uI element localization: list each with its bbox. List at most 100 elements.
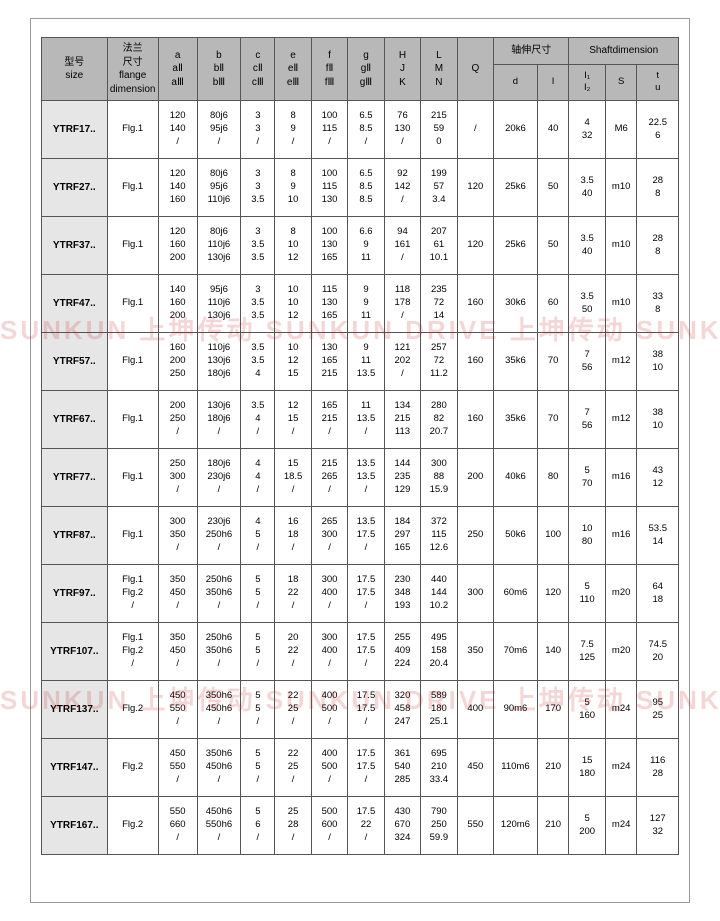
th-a: aaⅡaⅢ — [158, 38, 197, 101]
cell-H: 320458247 — [384, 681, 420, 739]
cell-I: 50 — [537, 159, 569, 217]
cell-L: 69521033.4 — [421, 739, 457, 797]
cell-L: 37211512.6 — [421, 507, 457, 565]
th-I12: I₁I₂ — [569, 64, 605, 100]
cell-e: 101215 — [275, 333, 311, 391]
cell-b: 250h6350h6/ — [197, 565, 241, 623]
cell-L: 79025059.9 — [421, 797, 457, 855]
cell-b: 80j695j6110j6 — [197, 159, 241, 217]
cell-e: 89/ — [275, 101, 311, 159]
cell-Q: 300 — [457, 565, 493, 623]
cell-g: 9911 — [348, 275, 384, 333]
cell-S: m24 — [605, 797, 637, 855]
cell-b: 80j6110j6130j6 — [197, 217, 241, 275]
th-f: ffⅡfⅢ — [311, 38, 347, 101]
table-row: YTRF77..Flg.1250300/180j6230j6/44/1518.5… — [42, 449, 679, 507]
cell-flange: Flg.1 — [107, 333, 158, 391]
cell-S: m20 — [605, 565, 637, 623]
cell-tu: 12732 — [637, 797, 679, 855]
cell-tu: 3810 — [637, 333, 679, 391]
cell-I12: 7.5125 — [569, 623, 605, 681]
table-row: YTRF107..Flg.1Flg.2/350450/250h6350h6/55… — [42, 623, 679, 681]
cell-g: 17.517.5/ — [348, 623, 384, 681]
cell-e: 1518.5/ — [275, 449, 311, 507]
row-size-label: YTRF97.. — [42, 565, 108, 623]
cell-f: 400500/ — [311, 681, 347, 739]
th-shaft-ext: 轴伸尺寸 — [494, 38, 569, 65]
cell-e: 1618/ — [275, 507, 311, 565]
cell-a: 120160200 — [158, 217, 197, 275]
table-row: YTRF17..Flg.1120140/80j695j6/33/89/10011… — [42, 101, 679, 159]
table-row: YTRF27..Flg.112014016080j695j6110j6333.5… — [42, 159, 679, 217]
table-row: YTRF37..Flg.112016020080j6110j6130j633.5… — [42, 217, 679, 275]
table-row: YTRF57..Flg.1160200250110j6130j6180j63.5… — [42, 333, 679, 391]
cell-c: 3.54/ — [241, 391, 275, 449]
cell-H: 430670324 — [384, 797, 420, 855]
cell-b: 130j6180j6/ — [197, 391, 241, 449]
cell-tu: 22.56 — [637, 101, 679, 159]
cell-e: 2225/ — [275, 739, 311, 797]
cell-H: 230348193 — [384, 565, 420, 623]
cell-g: 17.517.5/ — [348, 681, 384, 739]
cell-L: 215590 — [421, 101, 457, 159]
cell-I: 60 — [537, 275, 569, 333]
cell-a: 160200250 — [158, 333, 197, 391]
cell-S: m12 — [605, 333, 637, 391]
cell-d: 25k6 — [494, 159, 538, 217]
cell-flange: Flg.1 — [107, 217, 158, 275]
cell-flange: Flg.1 — [107, 159, 158, 217]
cell-S: m10 — [605, 217, 637, 275]
cell-e: 81012 — [275, 217, 311, 275]
row-size-label: YTRF147.. — [42, 739, 108, 797]
cell-a: 250300/ — [158, 449, 197, 507]
cell-L: 3008815.9 — [421, 449, 457, 507]
cell-I12: 756 — [569, 333, 605, 391]
th-shaft-dim: Shaftdimension — [569, 38, 679, 65]
cell-I: 120 — [537, 565, 569, 623]
cell-H: 121202/ — [384, 333, 420, 391]
cell-a: 120140160 — [158, 159, 197, 217]
cell-f: 500600/ — [311, 797, 347, 855]
cell-f: 265300/ — [311, 507, 347, 565]
cell-I12: 1080 — [569, 507, 605, 565]
cell-f: 100115/ — [311, 101, 347, 159]
cell-a: 350450/ — [158, 623, 197, 681]
cell-I: 70 — [537, 333, 569, 391]
cell-S: m12 — [605, 391, 637, 449]
cell-d: 70m6 — [494, 623, 538, 681]
cell-c: 33.53.5 — [241, 275, 275, 333]
cell-tu: 74.520 — [637, 623, 679, 681]
cell-d: 120m6 — [494, 797, 538, 855]
cell-e: 1215/ — [275, 391, 311, 449]
cell-c: 44/ — [241, 449, 275, 507]
cell-H: 184297165 — [384, 507, 420, 565]
cell-I: 210 — [537, 739, 569, 797]
cell-c: 55/ — [241, 623, 275, 681]
cell-flange: Flg.1 — [107, 275, 158, 333]
cell-e: 101012 — [275, 275, 311, 333]
cell-I: 170 — [537, 681, 569, 739]
cell-S: m10 — [605, 275, 637, 333]
cell-Q: 120 — [457, 217, 493, 275]
cell-f: 300400/ — [311, 565, 347, 623]
cell-Q: 350 — [457, 623, 493, 681]
cell-I12: 432 — [569, 101, 605, 159]
cell-c: 33/ — [241, 101, 275, 159]
cell-e: 2528/ — [275, 797, 311, 855]
th-H: HJK — [384, 38, 420, 101]
cell-S: m24 — [605, 681, 637, 739]
cell-g: 13.517.5/ — [348, 507, 384, 565]
cell-a: 350450/ — [158, 565, 197, 623]
row-size-label: YTRF137.. — [42, 681, 108, 739]
cell-a: 300350/ — [158, 507, 197, 565]
cell-b: 80j695j6/ — [197, 101, 241, 159]
cell-flange: Flg.2 — [107, 681, 158, 739]
cell-b: 95j6110j6130j6 — [197, 275, 241, 333]
row-size-label: YTRF77.. — [42, 449, 108, 507]
cell-d: 35k6 — [494, 333, 538, 391]
cell-g: 1113.5/ — [348, 391, 384, 449]
cell-a: 120140/ — [158, 101, 197, 159]
cell-S: m24 — [605, 739, 637, 797]
cell-S: m10 — [605, 159, 637, 217]
cell-d: 40k6 — [494, 449, 538, 507]
